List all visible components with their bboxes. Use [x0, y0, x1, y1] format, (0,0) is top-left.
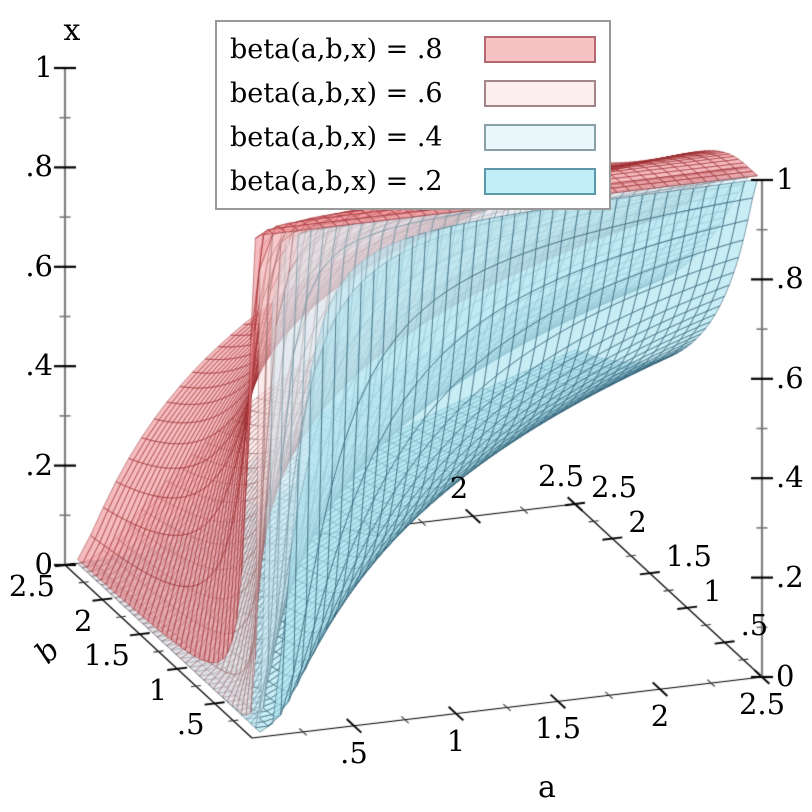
- legend-item-swatch: [484, 35, 596, 63]
- b-axis-left-tick-label: 1: [148, 672, 168, 707]
- a-axis-title: a: [538, 770, 556, 805]
- x-axis-right-tick-label: .4: [776, 460, 804, 495]
- b-axis-left-tick-label: 1.5: [83, 638, 130, 673]
- legend: beta(a,b,x) = .8 beta(a,b,x) = .6 beta(a,b…: [215, 20, 611, 210]
- a-axis-front-tick-label: .5: [340, 735, 368, 770]
- b-axis-right-tick-label: 2: [628, 504, 647, 539]
- a-axis-front-tick-label: 2: [650, 699, 670, 734]
- x-axis-left-tick-label: 0: [34, 547, 53, 582]
- a-axis-rear-tick-label: 2: [449, 471, 469, 506]
- legend-item-label: beta(a,b,x) = .2: [230, 165, 443, 197]
- legend-item-label: beta(a,b,x) = .8: [230, 33, 443, 65]
- legend-rows: beta(a,b,x) = .8 beta(a,b,x) = .6 beta(a,b…: [230, 27, 596, 203]
- b-axis-left-tick-label: 2.5: [8, 569, 55, 603]
- b-axis-left-tick-label: .5: [176, 707, 205, 742]
- legend-item: beta(a,b,x) = .2: [230, 159, 596, 203]
- legend-item: beta(a,b,x) = .8: [230, 27, 596, 71]
- b-axis-left-tick-label: 2: [73, 603, 93, 638]
- a-axis-front-tick-label: 1.5: [534, 711, 582, 746]
- legend-item-swatch: [484, 123, 596, 151]
- x-axis-right-tick-label: 0: [776, 659, 795, 694]
- legend-item: beta(a,b,x) = .6: [230, 71, 596, 115]
- legend-item: beta(a,b,x) = .4: [230, 115, 596, 159]
- x-axis-left-tick-label: .2: [25, 447, 53, 482]
- a-axis-front-tick-label: 2.5: [738, 687, 786, 721]
- x-axis-right-tick-label: .6: [776, 360, 804, 395]
- x-axis-left-tick-label: 1: [34, 50, 53, 85]
- b-axis-right-tick-label: 1: [703, 573, 722, 608]
- legend-item-swatch: [484, 79, 596, 107]
- b-axis-right-tick-label: .5: [740, 608, 769, 643]
- a-axis-front-tick-label: 1: [446, 723, 466, 758]
- x-axis-title: x: [63, 13, 81, 48]
- x-axis-left-tick-label: .8: [25, 149, 53, 184]
- b-axis-right-tick-label: 2.5: [591, 470, 638, 505]
- x-axis-right-tick-label: 1: [776, 162, 795, 197]
- legend-item-label: beta(a,b,x) = .6: [230, 77, 443, 109]
- x-axis-left-tick-label: .4: [25, 348, 53, 383]
- x-axis-right-tick-label: .8: [776, 261, 804, 296]
- b-axis-right-tick-label: 1.5: [665, 539, 712, 574]
- a-axis-rear-tick-label: 2.5: [537, 459, 585, 494]
- legend-item-label: beta(a,b,x) = .4: [230, 121, 443, 153]
- x-axis-right-tick-label: .2: [776, 559, 804, 594]
- legend-item-swatch: [484, 167, 596, 195]
- x-axis-left-tick-label: .6: [25, 248, 53, 283]
